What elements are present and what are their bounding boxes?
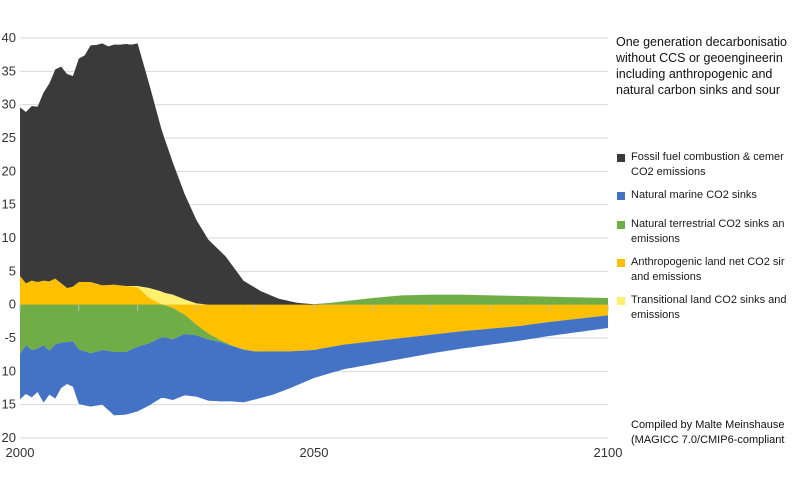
area-series-layer [20, 43, 608, 416]
x-tick-label-1: 2050 [300, 445, 329, 460]
y-tick-label-7: 5 [9, 263, 16, 278]
title-line-4: natural carbon sinks and sour [616, 83, 780, 97]
legend-swatch-transitional [617, 297, 625, 305]
y-tick-label-12: 20 [2, 430, 16, 445]
legend-item-transitional: Transitional land CO2 sinks and emission… [617, 293, 787, 323]
legend-label-anthropogenic: Anthropogenic land net CO2 sir and emiss… [631, 255, 784, 285]
area-transitional-positive [20, 276, 608, 305]
legend-item-fossil: Fossil fuel combustion & cemer CO2 emiss… [617, 150, 784, 180]
legend-fossil-line-1: Fossil fuel combustion & cemer [631, 151, 784, 163]
title-line-1: One generation decarbonisatio [616, 35, 787, 49]
chart-title: One generation decarbonisatio without CC… [616, 34, 800, 98]
legend-swatch-anthropogenic [617, 259, 625, 267]
legend-item-terrestrial: Natural terrestrial CO2 sinks an emissio… [617, 217, 784, 247]
legend-label-terrestrial: Natural terrestrial CO2 sinks an emissio… [631, 217, 784, 247]
legend-fossil-line-2: CO2 emissions [631, 166, 706, 178]
y-tick-label-2: 30 [2, 97, 16, 112]
legend-transitional-line-2: emissions [631, 309, 680, 321]
y-tick-label-6: 10 [2, 230, 16, 245]
legend-terrestrial-line-1: Natural terrestrial CO2 sinks an [631, 218, 785, 230]
legend-anthropogenic-line-1: Anthropogenic land net CO2 sir [631, 256, 785, 268]
area-marine-negative [20, 315, 608, 416]
area-fossil-positive [20, 43, 608, 305]
area-anthropogenic-negative [20, 304, 608, 352]
x-tick-label-0: 2000 [6, 445, 35, 460]
y-tick-label-0: 40 [2, 30, 16, 45]
legend-terrestrial-line-2: emissions [631, 233, 680, 245]
y-tick-label-9: -5 [4, 330, 16, 345]
legend-marine-line-1: Natural marine CO2 sinks [631, 189, 757, 201]
title-line-3: including anthropogenic and [616, 67, 773, 81]
legend-swatch-terrestrial [617, 221, 625, 229]
legend-item-anthropogenic: Anthropogenic land net CO2 sir and emiss… [617, 255, 784, 285]
y-tick-label-3: 25 [2, 130, 16, 145]
y-tick-label-5: 15 [2, 197, 16, 212]
y-tick-label-10: 10 [2, 363, 16, 378]
credit-line-2: (MAGICC 7.0/CMIP6-compliant [631, 434, 785, 446]
y-tick-label-8: 0 [9, 297, 16, 312]
y-tick-label-4: 20 [2, 163, 16, 178]
legend-swatch-marine [617, 192, 625, 200]
legend-transitional-line-1: Transitional land CO2 sinks and [631, 294, 787, 306]
legend-label-transitional: Transitional land CO2 sinks and emission… [631, 293, 787, 323]
credit-line-1: Compiled by Malte Meinshause [631, 419, 785, 431]
credit-annotation: Compiled by Malte Meinshause (MAGICC 7.0… [631, 418, 784, 448]
legend-swatch-fossil [617, 154, 625, 162]
legend-label-fossil: Fossil fuel combustion & cemer CO2 emiss… [631, 150, 784, 180]
area-terrestrial-negative [20, 304, 608, 354]
y-tick-label-1: 35 [2, 63, 16, 78]
legend-item-marine: Natural marine CO2 sinks [617, 188, 757, 203]
legend-anthropogenic-line-2: and emissions [631, 271, 702, 283]
x-tick-label-2: 2100 [594, 445, 623, 460]
area-anthropogenic-positive [20, 276, 608, 305]
title-line-2: without CCS or geoengineerin [616, 51, 783, 65]
y-tick-label-11: 15 [2, 397, 16, 412]
area-terrestrial-positive [20, 276, 608, 305]
legend-label-marine: Natural marine CO2 sinks [631, 188, 757, 203]
